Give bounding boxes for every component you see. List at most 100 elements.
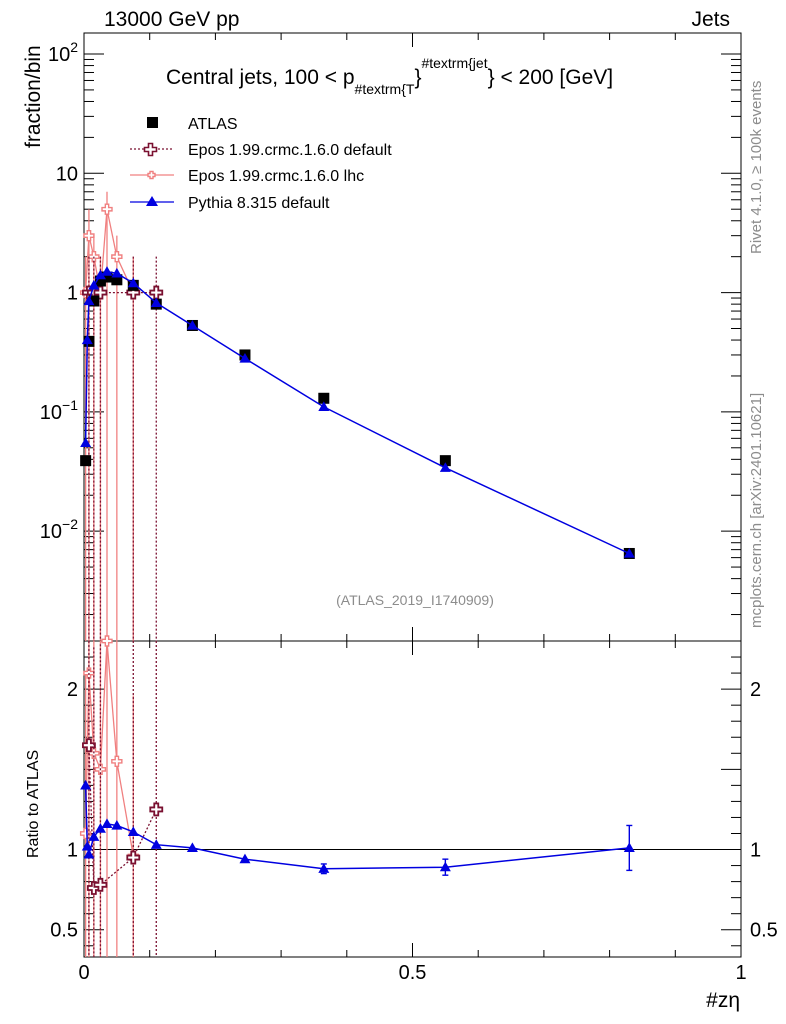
pythia-point (88, 279, 100, 290)
legend-marker-epos-default (143, 142, 158, 157)
lower-panel-frame (83, 640, 742, 958)
legend-label-epos-lhc: Epos 1.99.crmc.1.6.0 lhc (188, 168, 364, 185)
epos-lhc-point (88, 250, 100, 263)
pythia-point (623, 547, 635, 558)
y-tick-label-top: 10−2 (40, 516, 78, 543)
pythia-ratio-point (94, 823, 106, 833)
legend-label-epos-default: Epos 1.99.crmc.1.6.0 default (188, 142, 392, 159)
title-main: Central jets, 100 < p (166, 66, 355, 89)
upper-series (79, 191, 635, 641)
pythia-point (186, 319, 198, 330)
y-tick-label-bottom-right: 2 (750, 679, 761, 701)
y-tick-base: 1 (67, 283, 78, 305)
legend-item-epos-default: Epos 1.99.crmc.1.6.0 default (130, 142, 392, 159)
pythia-ratio-point (623, 842, 635, 853)
x-tick-label: 0.5 (399, 962, 427, 984)
y-tick-label-top: 10 (56, 163, 78, 185)
epos-default-ratio-point (126, 850, 141, 865)
pythia-point (150, 297, 162, 307)
epos-default-ratio-point (149, 802, 164, 817)
atlas-point (111, 274, 123, 286)
collision-label: 13000 GeV pp (104, 8, 239, 31)
atlas-point (439, 455, 451, 467)
y-tick-label-top: 102 (48, 39, 78, 66)
y-tick-exponent: −1 (62, 397, 78, 413)
pythia-ratio-line (84, 785, 630, 870)
pythia-point (239, 353, 251, 363)
epos-default-ratio-point (93, 877, 108, 892)
y-tick-base: 10 (40, 402, 62, 424)
analysis-id: (ATLAS_2019_I1740909) (336, 592, 494, 608)
epos-lhc-point (101, 203, 113, 215)
epos-default-point (93, 285, 108, 300)
lower-series (79, 635, 635, 957)
epos-default-point (149, 285, 164, 300)
epos-lhc-point (83, 229, 95, 242)
epos-lhc-point (111, 250, 123, 263)
pythia-ratio-point (186, 842, 198, 853)
legend-item-atlas: ATLAS (147, 116, 238, 133)
atlas-point (101, 271, 113, 283)
pythia-point (81, 334, 93, 345)
legend-item-epos-lhc: Epos 1.99.crmc.1.6.0 lhc (130, 168, 364, 185)
y-tick-label-bottom-left: 2 (67, 679, 78, 701)
pythia-point (80, 437, 92, 447)
pythia-point (439, 462, 451, 472)
epos-lhc-ratio-point (101, 635, 113, 647)
legend-label-pythia: Pythia 8.315 default (188, 195, 330, 212)
y-tick-exponent: −2 (62, 516, 78, 532)
lower-axis-ticks: 0 0.5 12 21 10.5 0.5 (50, 641, 778, 984)
pythia-ratio-point (80, 779, 92, 790)
pythia-line (84, 270, 630, 555)
y-tick-label-bottom-left: 1 (67, 840, 78, 862)
y-tick-base: 10 (40, 521, 62, 543)
pythia-ratio-point (81, 840, 93, 851)
y-tick-label-bottom-right: 0.5 (750, 920, 778, 942)
pythia-ratio-point (439, 861, 451, 872)
pythia-point (94, 269, 106, 280)
pythia-point (83, 295, 95, 306)
pythia-point (127, 277, 139, 288)
atlas-point (94, 275, 106, 287)
pythia-point (111, 267, 123, 278)
legend-marker-epos-lhc (147, 170, 156, 180)
y-tick-label-bottom-right: 1 (750, 840, 761, 862)
y-axis-label-top: fraction/bin (22, 45, 45, 148)
y-tick-label-top: 10−1 (40, 397, 78, 424)
epos-default-ratio-point (82, 738, 96, 753)
pythia-ratio-point (150, 839, 162, 849)
rivet-version-label: Rivet 4.1.0, ≥ 100k events (748, 81, 765, 254)
pythia-ratio-point (127, 826, 139, 837)
pythia-ratio-point (101, 818, 113, 828)
legend-marker-atlas (147, 117, 158, 128)
upper-panel-frame (83, 32, 742, 642)
pythia-point (318, 401, 330, 412)
title-close: } (414, 66, 421, 89)
y-tick-label-top: 1 (67, 283, 78, 305)
chart-title: Central jets, 100 < p#textrm{T}#textrm{j… (166, 55, 613, 97)
y-tick-base: 10 (56, 163, 78, 185)
x-axis-label: #zη (706, 989, 740, 1012)
atlas-point (80, 455, 92, 467)
pythia-ratio-point (111, 819, 123, 830)
atlas-point (88, 295, 100, 307)
title-subscript: #textrm{T (355, 81, 415, 97)
legend-label-atlas: ATLAS (188, 116, 238, 133)
y-tick-label-bottom-left: 0.5 (50, 920, 78, 942)
x-tick-label: 1 (735, 962, 746, 984)
pythia-ratio-point (318, 863, 330, 873)
y-tick-base: 10 (48, 44, 70, 66)
x-tick-label: 0 (78, 962, 89, 984)
legend-item-pythia: Pythia 8.315 default (130, 195, 330, 212)
legend-marker-pythia (146, 196, 158, 206)
pythia-ratio-point (83, 848, 95, 859)
legend: ATLAS Epos 1.99.crmc.1.6.0 default Epos … (130, 116, 392, 212)
title-superscript: #textrm{jet (421, 55, 487, 71)
mcplots-label: mcplots.cern.ch [arXiv:2401.10621] (748, 393, 765, 628)
atlas-point (318, 392, 330, 404)
pythia-ratio-point (88, 831, 100, 841)
jets-label: Jets (691, 8, 730, 31)
y-tick-exponent: 2 (70, 39, 78, 55)
